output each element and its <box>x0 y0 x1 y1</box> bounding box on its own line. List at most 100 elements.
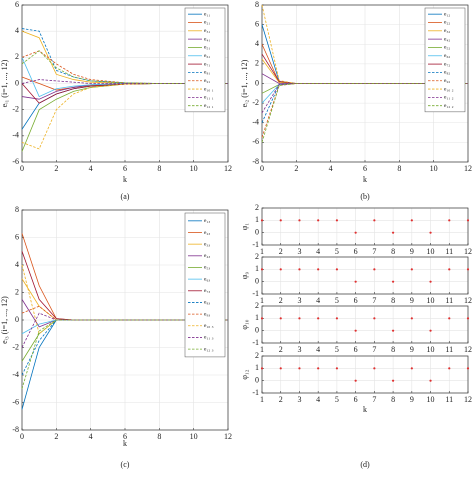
x-tick-label: 12 <box>464 395 472 404</box>
point <box>466 367 470 370</box>
axes-frame <box>261 207 469 246</box>
y-tick-label: -2 <box>252 98 259 107</box>
x-tick-label: 2 <box>279 247 283 256</box>
panel-caption: (c) <box>121 460 130 469</box>
point <box>279 317 282 320</box>
x-axis-label: k <box>363 175 367 184</box>
y-axis-label: φ₁ <box>240 223 249 231</box>
x-tick-label: 10 <box>190 432 198 441</box>
point <box>260 317 264 320</box>
x-tick-label: 5 <box>335 395 339 404</box>
y-tick-label: -1 <box>252 289 259 298</box>
x-tick-label: 12 <box>464 296 472 305</box>
legend-label: e₂₂ <box>444 20 450 26</box>
legend-label: e₁₁ ₁ <box>204 95 214 101</box>
y-tick-label: 0 <box>255 375 259 384</box>
point <box>448 317 451 320</box>
x-tick-label: 5 <box>335 345 339 354</box>
point <box>410 367 413 370</box>
legend-label: e₂₃ <box>204 230 210 236</box>
x-tick-label: 1 <box>260 296 264 305</box>
y-tick-label: 4 <box>15 260 19 269</box>
legend-label: e₈₂ <box>444 70 450 76</box>
point <box>373 317 376 320</box>
y-axis-label: eᵢ₁ (i=1, ..., 12) <box>0 59 9 107</box>
legend-label: e₇₃ <box>204 288 210 294</box>
x-tick-label: 8 <box>157 164 161 173</box>
x-tick-label: 11 <box>445 395 453 404</box>
y-tick-label: 0 <box>255 276 259 285</box>
y-tick-label: 2 <box>255 203 259 212</box>
x-tick-label: 9 <box>410 296 414 305</box>
panel-caption: (d) <box>360 460 370 469</box>
x-tick-label: 1 <box>260 395 264 404</box>
y-tick-label: 4 <box>15 26 19 35</box>
point <box>298 367 301 370</box>
x-axis-label: k <box>123 439 127 448</box>
x-tick-label: 0 <box>20 432 24 441</box>
x-tick-label: 5 <box>335 296 339 305</box>
legend-box <box>184 212 226 358</box>
y-tick-label: 0 <box>255 325 259 334</box>
y-tick-label: -2 <box>12 104 19 113</box>
legend-label: e₆₂ <box>444 53 450 59</box>
point <box>354 329 357 332</box>
point <box>298 268 301 271</box>
legend-label: e₁₁ ₃ <box>204 335 214 341</box>
series-line <box>21 83 228 150</box>
point <box>429 231 432 234</box>
x-tick-label: 4 <box>89 432 93 441</box>
point <box>317 367 320 370</box>
point <box>354 379 357 382</box>
x-tick-label: 10 <box>190 164 198 173</box>
x-tick-label: 9 <box>410 345 414 354</box>
point <box>373 367 376 370</box>
point <box>317 219 320 222</box>
x-tick-label: 1 <box>260 345 264 354</box>
point <box>391 329 395 332</box>
y-tick-label: 2 <box>255 59 259 68</box>
x-tick-label: 2 <box>54 164 58 173</box>
point <box>391 280 395 283</box>
legend-label: e₈₁ <box>204 70 210 76</box>
y-tick-label: -1 <box>252 388 259 397</box>
x-tick-label: 11 <box>445 296 453 305</box>
series-line <box>21 312 228 348</box>
axes-frame <box>261 305 469 344</box>
y-tick-label: 2 <box>255 351 259 360</box>
y-tick-label: -1 <box>252 240 259 249</box>
legend-label: e₁₀ ₂ <box>444 86 454 92</box>
point <box>410 219 413 222</box>
y-tick-label: 1 <box>255 215 259 224</box>
x-tick-label: 6 <box>123 432 127 441</box>
y-tick-label: 2 <box>255 301 259 310</box>
x-tick-label: 2 <box>294 164 298 173</box>
x-tick-label: 5 <box>335 247 339 256</box>
x-tick-label: 6 <box>354 296 358 305</box>
legend-label: e₁₂ ₂ <box>444 103 454 109</box>
point <box>466 219 470 222</box>
x-tick-label: 2 <box>279 345 283 354</box>
x-tick-label: 10 <box>427 395 435 404</box>
legend-label: e₉₂ <box>444 78 450 84</box>
x-tick-label: 12 <box>224 164 232 173</box>
y-tick-label: -4 <box>252 118 259 127</box>
x-tick-label: 3 <box>297 345 301 354</box>
point <box>279 219 282 222</box>
plot-area <box>262 208 468 245</box>
point <box>298 219 301 222</box>
x-tick-label: 12 <box>464 247 472 256</box>
legend-label: e₄₃ <box>204 253 210 259</box>
y-tick-label: 0 <box>15 78 19 87</box>
point <box>391 231 395 234</box>
point <box>448 367 451 370</box>
legend-label: e₁₂ ₁ <box>204 103 214 109</box>
x-tick-label: 6 <box>354 395 358 404</box>
x-tick-label: 12 <box>464 164 472 173</box>
y-axis-label: eᵢ₂ (i=1, ..., 12) <box>240 59 249 107</box>
legend-label: e₃₂ <box>444 28 450 34</box>
x-tick-label: 10 <box>430 164 438 173</box>
x-tick-label: 4 <box>316 395 320 404</box>
legend-label: e₅₃ <box>204 265 210 271</box>
point <box>429 280 432 283</box>
